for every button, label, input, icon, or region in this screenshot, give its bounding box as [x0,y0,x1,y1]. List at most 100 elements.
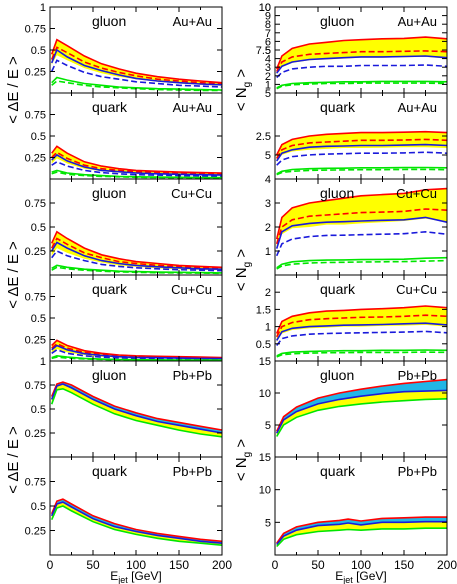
x-axis-title: Ejet [GeV] [335,569,387,584]
series-line-red-dashed [275,50,447,72]
parton-label: gluon [92,367,126,383]
series-line-red-dashed [275,314,447,338]
series-line-red-solid [50,230,222,269]
parton-label: quark [320,99,356,115]
system-label: Cu+Cu [171,186,212,201]
x-tick-label: 100 [126,558,146,572]
parton-label: gluon [320,13,354,29]
y-tick-label: 0.5 [31,45,46,57]
y-tick-label: 5 [265,45,271,57]
y-tick-label: 1 [265,246,271,258]
system-label: Pb+Pb [398,368,437,383]
y-tick-label: 4 [265,54,271,66]
y-tick-label: 1 [265,79,271,91]
series-line-blue-dashed [276,330,447,346]
series-line-red-solid [276,516,447,544]
y-tick-label: 0.5 [31,404,46,416]
series-line-red-solid [275,130,447,156]
y-tick-label: 5 [265,517,271,529]
y-tick-label: 0.5 [31,222,46,234]
y-tick-label: 3 [265,62,271,74]
plot-area [50,498,222,546]
series-line-green-dashed [51,266,222,275]
series-line-red-solid [50,381,222,431]
y-tick-label: 0.75 [25,292,46,304]
series-line-green-solid [276,398,447,437]
series-line-green-dashed [276,351,447,358]
y-tick-label: 0.75 [25,477,46,489]
x-tick-label: 200 [212,558,232,572]
series-line-blue-solid [276,55,447,74]
y-tick-label: 0.25 [25,246,46,258]
parton-label: quark [92,463,128,479]
y-tick-label: 15 [259,452,271,464]
system-label: Pb+Pb [398,464,437,479]
series-line-blue-solid [275,389,447,434]
system-label: Cu+Cu [396,186,437,201]
series-line-blue-solid [50,501,222,544]
y-tick-label: 10 [259,485,271,497]
series-line-red-solid [51,145,222,174]
series-line-red-dashed [275,208,447,245]
y-tick-label: 7 [265,28,271,40]
left-y-axis-title: < ΔE / E > [5,56,22,124]
series-line-blue-dashed [50,59,222,88]
y-tick-label: 0.5 [31,501,46,513]
system-label: Cu+Cu [171,282,212,297]
plot-area [50,381,222,438]
parton-label: quark [92,281,128,297]
x-tick-label: 200 [437,558,457,572]
y-tick-label: 1.5 [256,304,271,316]
plot-area [275,305,447,358]
panel-r4: 15 10 5 gluon Pb+Pb [259,356,448,458]
parton-label: quark [320,281,356,297]
left-y-axis-title: < ΔE / E > [5,241,22,309]
right-y-axis-title: < Ng > [233,69,253,111]
panel-r5: 15 10 5 quark Pb+Pb [259,452,448,556]
system-label: Au+Au [398,100,437,115]
x-tick-label: 0 [272,558,279,572]
uncertainty-band-yellow [276,379,447,437]
uncertainty-band-cyan [276,517,447,545]
series-line-green-solid [51,76,222,91]
series-line-blue-dashed [51,348,222,361]
series-line-green-dashed [51,356,222,361]
series-line-red-solid [275,36,447,70]
series-line-green-dashed [51,80,222,92]
uncertainty-band-yellow [51,231,222,271]
parton-label: gluon [92,185,126,201]
y-tick-label: 0.5 [31,131,46,143]
parton-label: gluon [320,367,354,383]
series-line-green-dashed [276,259,447,270]
y-tick-label: 6 [265,36,271,48]
parton-label: gluon [92,13,126,29]
series-line-green-solid [276,349,447,357]
y-tick-label: 8 [265,19,271,31]
series-line-blue-solid [50,383,222,434]
y-tick-label: 2 [265,287,271,299]
y-tick-label: 0.25 [25,526,46,538]
x-tick-label: 150 [169,558,189,572]
uncertainty-band-cyan [51,382,222,433]
y-tick-label: 7.5 [256,45,271,57]
series-line-blue-solid [276,322,447,341]
y-tick-label: 2 [265,222,271,234]
series-line-blue-solid [51,241,222,270]
y-tick-label: 0.25 [25,335,46,347]
y-tick-label: 1 [40,2,46,14]
series-line-green-solid [276,166,447,175]
uncertainty-band-yellow [276,188,447,249]
system-label: Au+Au [173,100,212,115]
series-line-red-dashed [50,237,222,270]
plot-area [275,378,447,437]
plot-area [50,38,222,92]
x-tick-label: 0 [47,558,54,572]
y-tick-label: 5 [265,150,271,162]
system-label: Cu+Cu [396,282,437,297]
panel-l3: 0.75 0.5 0.25 quark Cu+Cu [25,274,223,362]
panel-l5: 0.75 0.5 0.25 quark Pb+Pb [25,456,223,556]
system-label: Au+Au [173,14,212,29]
series-line-green-solid [276,256,447,269]
series-line-blue-solid [276,520,447,546]
